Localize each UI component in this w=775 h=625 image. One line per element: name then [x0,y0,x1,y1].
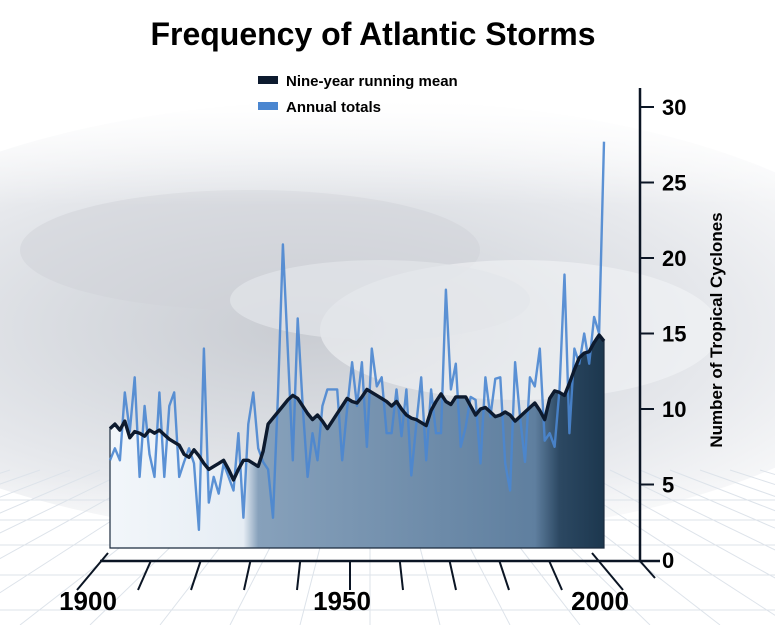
floor-grid-line [579,469,775,579]
legend: Nine-year running mean Annual totals [258,73,458,116]
legend-item-running-mean: Nine-year running mean [258,73,458,90]
axes: 0 5 10 15 20 25 30 1900 1950 2000 [59,88,686,616]
y-tick-label: 15 [662,322,686,347]
y-tick-label: 25 [662,171,686,196]
x-tick [137,560,152,591]
x-tick [591,552,624,591]
x-tick [190,560,202,591]
plot-area [108,141,606,549]
x-tick-label: 2000 [571,586,629,616]
floor-grid-line [0,469,71,498]
floor-grid-line [0,469,101,514]
y-tick-label: 30 [662,95,686,120]
x-tick [76,552,109,591]
floor-grid-line [609,469,775,551]
legend-swatch-annual-totals [258,102,278,110]
y-axis-label: Number of Tropical Cyclones [707,212,726,447]
x-tick [296,560,302,591]
legend-label-annual-totals: Annual totals [286,99,381,116]
floor-grid-line [699,469,775,497]
x-tick [548,560,563,591]
x-tick [398,560,404,591]
x-tick [243,560,252,591]
legend-swatch-running-mean [258,76,278,84]
chart-title: Frequency of Atlantic Storms [150,16,595,52]
y-tick-label: 10 [662,397,686,422]
axis-corner-tick [639,560,656,579]
y-tick-label: 5 [662,473,674,498]
legend-label-running-mean: Nine-year running mean [286,73,458,90]
legend-item-annual-totals: Annual totals [258,99,381,116]
x-tick-label: 1950 [313,586,371,616]
y-tick-label: 20 [662,246,686,271]
x-tick [498,560,510,591]
floor-grid-line [0,469,131,534]
y-tick-label: 0 [662,548,674,573]
x-tick [448,560,457,591]
floor-grid-line [639,469,775,529]
floor-grid-line [669,469,775,512]
x-tick-label: 1900 [59,586,117,616]
